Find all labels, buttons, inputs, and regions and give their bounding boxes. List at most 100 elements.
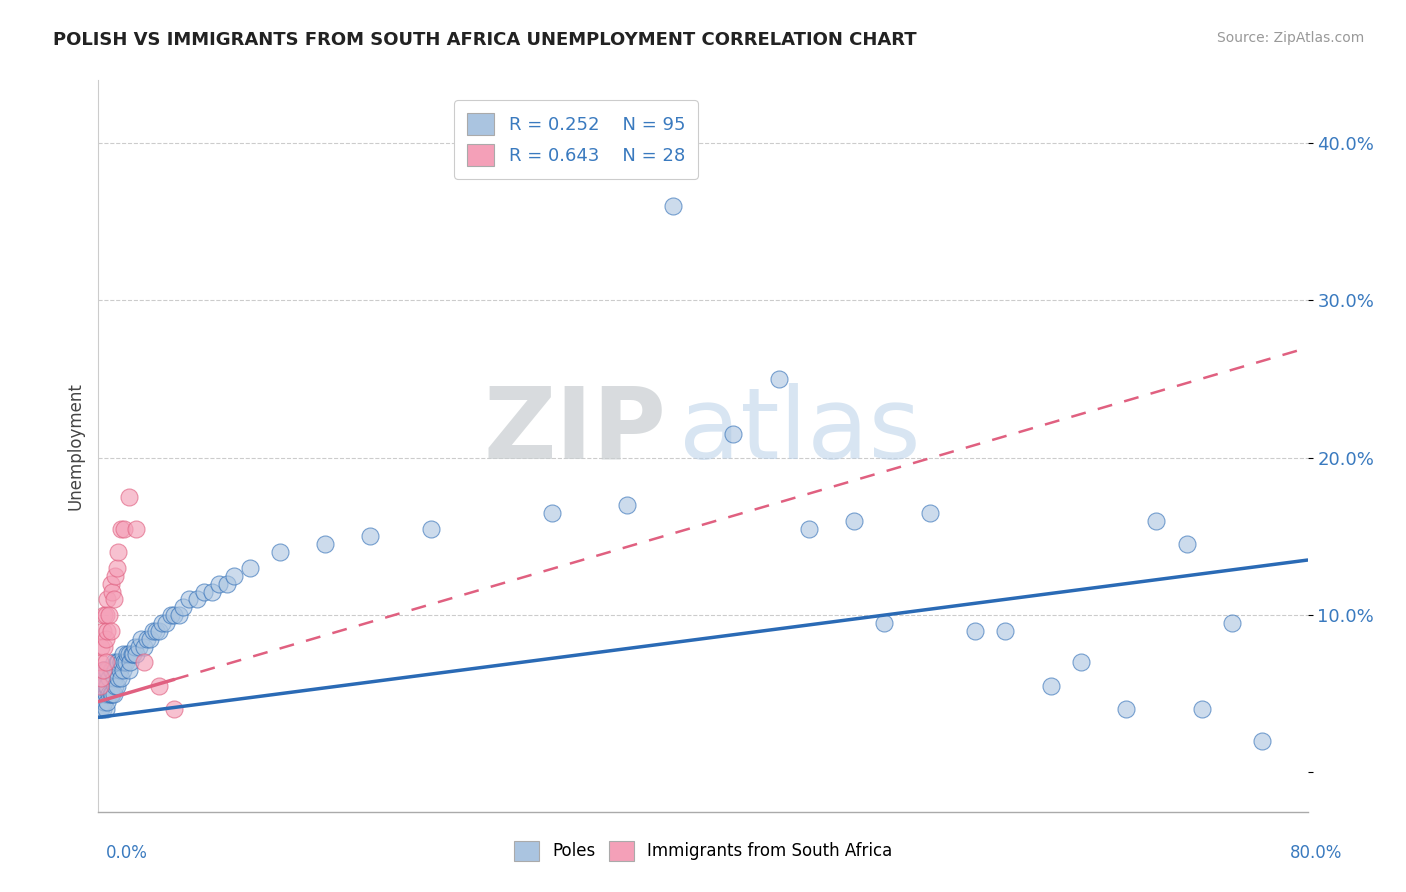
Point xyxy=(94,702,117,716)
Point xyxy=(94,655,117,669)
Y-axis label: Unemployment: Unemployment xyxy=(66,382,84,510)
Point xyxy=(94,679,117,693)
Point xyxy=(90,671,112,685)
Point xyxy=(90,702,112,716)
Legend: R = 0.252    N = 95, R = 0.643    N = 28: R = 0.252 N = 95, R = 0.643 N = 28 xyxy=(454,100,697,178)
Point xyxy=(120,655,142,669)
Point xyxy=(135,632,157,646)
Point xyxy=(172,600,194,615)
Point xyxy=(132,640,155,654)
Point xyxy=(96,624,118,638)
Point xyxy=(104,679,127,693)
Point xyxy=(101,687,124,701)
Point xyxy=(96,663,118,677)
Text: POLISH VS IMMIGRANTS FROM SOUTH AFRICA UNEMPLOYMENT CORRELATION CHART: POLISH VS IMMIGRANTS FROM SOUTH AFRICA U… xyxy=(53,31,917,49)
Point xyxy=(93,695,115,709)
Point xyxy=(105,655,128,669)
Point xyxy=(104,568,127,582)
Point xyxy=(1039,679,1062,693)
Point xyxy=(94,608,117,623)
Point xyxy=(965,624,987,638)
Point xyxy=(201,584,224,599)
Point xyxy=(1220,615,1243,630)
Point xyxy=(1175,537,1198,551)
Point xyxy=(96,695,118,709)
Point xyxy=(105,561,128,575)
Text: 80.0%: 80.0% xyxy=(1291,844,1343,862)
Point xyxy=(96,679,118,693)
Point xyxy=(110,655,132,669)
Point xyxy=(107,655,129,669)
Point xyxy=(110,522,132,536)
Point xyxy=(91,624,114,638)
Point xyxy=(93,679,115,693)
Point xyxy=(112,655,135,669)
Point xyxy=(107,545,129,559)
Text: Source: ZipAtlas.com: Source: ZipAtlas.com xyxy=(1216,31,1364,45)
Point xyxy=(125,522,148,536)
Point xyxy=(167,608,190,623)
Point xyxy=(96,592,118,607)
Point xyxy=(1115,702,1137,716)
Legend: Poles, Immigrants from South Africa: Poles, Immigrants from South Africa xyxy=(508,834,898,868)
Point xyxy=(148,624,170,638)
Point xyxy=(661,199,683,213)
Point xyxy=(873,615,896,630)
Point xyxy=(114,655,136,669)
Point xyxy=(93,608,115,623)
Point xyxy=(122,648,145,662)
Point xyxy=(118,648,141,662)
Point xyxy=(98,608,121,623)
Point xyxy=(90,671,112,685)
Point xyxy=(94,663,117,677)
Point xyxy=(107,671,129,685)
Text: ZIP: ZIP xyxy=(484,383,666,480)
Point xyxy=(163,702,186,716)
Point xyxy=(155,615,177,630)
Point xyxy=(101,663,124,677)
Point xyxy=(89,671,111,685)
Point xyxy=(93,640,115,654)
Point xyxy=(918,506,941,520)
Point xyxy=(100,663,122,677)
Point xyxy=(128,640,150,654)
Point xyxy=(118,663,141,677)
Point xyxy=(224,568,246,582)
Point xyxy=(111,648,134,662)
Point xyxy=(89,655,111,669)
Point xyxy=(104,663,127,677)
Point xyxy=(100,576,122,591)
Point xyxy=(163,608,186,623)
Point xyxy=(110,671,132,685)
Point xyxy=(89,702,111,716)
Point xyxy=(105,679,128,693)
Point xyxy=(139,632,162,646)
Point xyxy=(193,584,215,599)
Point xyxy=(91,679,114,693)
Point xyxy=(101,584,124,599)
Point xyxy=(1070,655,1092,669)
Point xyxy=(93,663,115,677)
Point xyxy=(91,663,114,677)
Point xyxy=(768,372,790,386)
Point xyxy=(215,576,238,591)
Point xyxy=(994,624,1017,638)
Point xyxy=(186,592,208,607)
Point xyxy=(269,545,291,559)
Point xyxy=(90,687,112,701)
Point xyxy=(179,592,201,607)
Point xyxy=(239,561,262,575)
Point xyxy=(208,576,231,591)
Point xyxy=(121,648,143,662)
Point xyxy=(112,522,135,536)
Point xyxy=(103,655,125,669)
Point xyxy=(148,679,170,693)
Point xyxy=(540,506,562,520)
Point xyxy=(125,648,148,662)
Point xyxy=(90,640,112,654)
Point xyxy=(1191,702,1213,716)
Point xyxy=(1144,514,1167,528)
Point xyxy=(150,615,173,630)
Point xyxy=(115,648,138,662)
Point xyxy=(124,640,146,654)
